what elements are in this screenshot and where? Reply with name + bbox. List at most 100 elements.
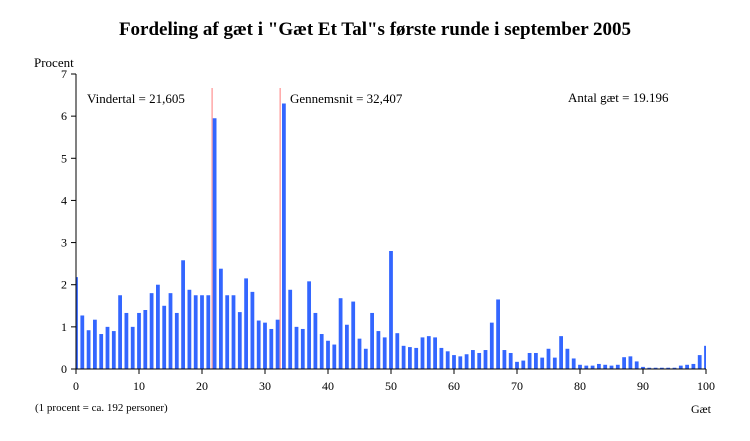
x-tick-label: 70 [511,379,523,393]
y-tick-label: 3 [61,236,67,250]
bar-31 [269,328,274,369]
y-tick-label: 1 [61,320,67,334]
mean-annotation: Gennemsnit = 32,407 [290,91,403,106]
bar-39 [319,334,324,369]
footnote: (1 procent = ca. 192 personer) [35,402,168,414]
bar-89 [634,361,639,369]
bar-44 [351,301,356,369]
bar-23 [219,268,223,369]
y-tick-label: 4 [61,193,67,207]
bar-84 [603,364,608,369]
bar-7 [118,295,122,369]
bar-32 [275,319,280,369]
bar-91 [647,367,652,369]
bar-19 [193,295,198,369]
x-tick-label: 0 [73,379,79,393]
bar-11 [143,310,148,369]
bar-50 [389,251,393,369]
x-tick-label: 100 [697,379,715,393]
bar-61 [458,356,463,369]
bar-79 [571,358,576,369]
bar-5 [105,326,110,369]
bar-29 [256,320,261,369]
bar-36 [300,328,305,369]
bar-35 [294,326,299,369]
bar-94 [666,367,671,369]
bar-67 [496,299,500,369]
bar-33 [282,103,286,369]
bar-97 [685,364,689,369]
bar-99 [697,355,702,369]
x-tick-label: 60 [448,379,460,393]
bar-48 [376,331,381,369]
bar-40 [326,340,330,369]
bar-57 [433,337,437,369]
bar-69 [508,352,513,369]
bar-20 [200,295,204,369]
bar-52 [401,345,406,369]
bar-62 [464,354,469,369]
y-tick-label: 0 [61,362,67,376]
bar-100 [704,345,706,369]
bar-93 [660,367,664,369]
bar-83 [597,363,601,369]
bar-49 [382,337,387,369]
bar-8 [124,312,129,369]
bar-47 [370,312,374,369]
bar-45 [357,338,362,369]
x-tick-label: 30 [259,379,271,393]
bar-38 [313,312,318,369]
bar-88 [628,356,633,369]
bar-77 [559,336,563,369]
bar-12 [149,293,154,369]
bar-27 [244,278,248,369]
bar-14 [162,305,167,369]
bar-96 [678,365,683,369]
bar-85 [609,365,614,369]
bar-2 [86,330,91,369]
bar-60 [452,355,456,369]
bar-95 [672,367,677,369]
bar-21 [206,295,211,369]
bar-55 [420,337,425,369]
bar-37 [307,281,311,369]
bar-70 [515,361,519,369]
bar-56 [426,336,431,369]
bar-71 [521,360,526,369]
winner-annotation: Vindertal = 21,605 [87,91,185,106]
bar-53 [408,347,412,369]
x-tick-label: 20 [196,379,208,393]
x-tick-label: 80 [574,379,586,393]
bar-54 [414,347,419,369]
bar-42 [338,298,343,369]
bar-78 [565,348,570,369]
bar-17 [181,260,185,369]
x-axis-label: Gæt [691,402,712,416]
bar-92 [653,367,658,369]
bar-3 [93,319,97,369]
bar-22 [212,118,217,369]
bar-15 [168,293,173,369]
bar-24 [225,295,230,369]
bar-64 [477,352,482,369]
bar-66 [489,322,494,369]
bar-30 [263,322,267,369]
bar-13 [156,284,160,369]
bar-75 [546,348,551,369]
x-tick-label: 10 [133,379,145,393]
x-tick-label: 90 [637,379,649,393]
bar-9 [130,326,135,369]
bar-16 [174,312,179,369]
bar-73 [534,352,538,369]
y-axis-label: Procent [34,55,74,70]
bar-63 [471,350,475,369]
bar-59 [445,351,450,369]
bar-4 [99,334,104,369]
y-tick-label: 7 [61,67,67,81]
bar-74 [540,357,545,369]
marker-lines [211,88,281,369]
bar-76 [552,357,557,369]
x-tick-label: 40 [322,379,334,393]
